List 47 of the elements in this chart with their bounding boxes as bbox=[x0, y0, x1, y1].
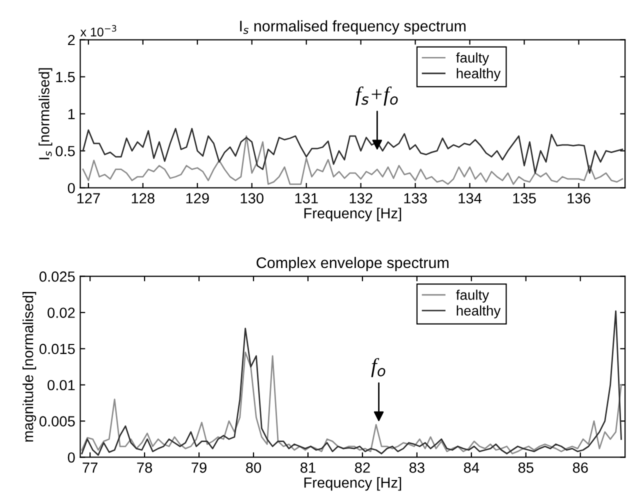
x-tick-label: 127 bbox=[77, 193, 100, 204]
y-tick-label: 0.01 bbox=[48, 380, 75, 390]
text: x 10$^{−3}$ bbox=[80, 25, 116, 36]
x-tick-label: 135 bbox=[513, 193, 536, 204]
y-tick-label: 0.02 bbox=[48, 308, 75, 318]
x-axis-title: Frequency [Hz] bbox=[304, 208, 402, 222]
y-tick-label: 1 bbox=[68, 109, 75, 120]
x-tick-label: 128 bbox=[132, 193, 154, 204]
y-tick-label: 1.5 bbox=[56, 72, 75, 82]
legend-label: faulty bbox=[456, 52, 490, 66]
x-tick-label: 80 bbox=[246, 462, 262, 473]
x-tick-label: 83 bbox=[409, 462, 424, 473]
y-tick-label: 2 bbox=[68, 34, 75, 46]
line-series bbox=[81, 352, 622, 454]
line-series bbox=[82, 128, 624, 174]
chart-title: I$_{s}$ normalised frequency spectrum bbox=[240, 20, 466, 35]
x-tick-label: 84 bbox=[464, 462, 480, 473]
x-tick-label: 78 bbox=[137, 462, 152, 473]
x-tick-label: 133 bbox=[404, 193, 427, 204]
y-tick-label: 0.015 bbox=[39, 344, 75, 354]
x-tick-label: 132 bbox=[350, 193, 372, 204]
y-tick-label: 0 bbox=[68, 452, 75, 463]
legend-label: faulty bbox=[456, 290, 490, 303]
x-tick-label: 136 bbox=[568, 193, 590, 204]
y-axis-title: I$_{s}$ [normalised] bbox=[38, 68, 52, 160]
x-tick-label: 131 bbox=[295, 193, 318, 204]
x-axis-title: Frequency [Hz] bbox=[304, 477, 402, 491]
legend-label: healthy bbox=[456, 305, 501, 318]
x-tick-label: 79 bbox=[192, 462, 206, 473]
x-tick-label: 82 bbox=[354, 462, 370, 473]
x-tick-label: 86 bbox=[572, 462, 588, 473]
x-tick-label: 129 bbox=[186, 193, 209, 204]
y-tick-label: 0 bbox=[68, 182, 75, 194]
y-axis-title: magnitude [normalised] bbox=[22, 292, 36, 442]
x-tick-label: 130 bbox=[240, 193, 264, 204]
x-tick-label: 77 bbox=[82, 462, 98, 473]
chart-title: Complex envelope spectrum bbox=[256, 256, 448, 272]
x-tick-label: 134 bbox=[458, 193, 482, 204]
annotation: f$_{s}$+f$_{o}$ bbox=[356, 86, 398, 106]
x-tick-label: 85 bbox=[518, 462, 534, 473]
x-tick-label: 81 bbox=[300, 462, 316, 473]
annotation: f$_{o}$ bbox=[371, 358, 386, 378]
y-tick-label: 0.5 bbox=[56, 146, 75, 156]
legend-label: healthy bbox=[456, 68, 501, 82]
line-series bbox=[82, 135, 624, 185]
y-tick-label: 0.025 bbox=[39, 271, 75, 282]
y-tick-label: 0.005 bbox=[39, 416, 75, 426]
